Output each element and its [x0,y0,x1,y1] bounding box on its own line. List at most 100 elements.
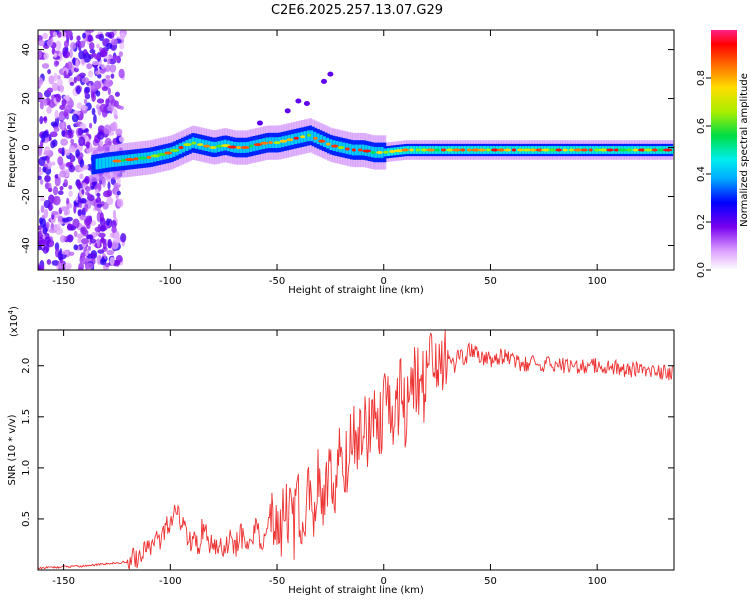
spectrogram-x-label: Height of straight line (km) [288,285,424,296]
noise-blob [84,202,88,212]
noise-blob [64,104,73,113]
y-tick-label: -40 [21,237,32,253]
ridge-core [316,133,320,145]
noise-blob [84,215,93,226]
noise-blob [107,238,112,249]
noise-blob [63,40,69,48]
ridge-peak [357,148,363,152]
noise-blob [106,196,114,206]
noise-blob [109,64,117,73]
noise-blob [61,147,65,157]
noise-blob [56,78,63,87]
ridge-peak [313,136,318,140]
ridge-peak [511,148,517,152]
noise-blob [81,59,85,65]
noise-blob [50,140,56,149]
snr-marks [38,330,674,570]
noise-blob [95,34,103,39]
noise-blob [96,212,101,222]
ridge-peak [662,148,673,152]
ridge-peak [394,149,404,153]
noise-blob [39,101,44,110]
noise-blob [63,70,67,79]
noise-blob [44,174,51,183]
ridge-core [182,141,186,153]
noise-blob [52,31,58,37]
noise-blob [38,149,43,157]
ridge-peak [401,148,409,152]
ridge-peak [632,148,639,152]
ridge-peak [293,136,299,140]
ridge-peak [209,146,217,150]
noise-blob [112,209,117,219]
colorbar [711,30,737,270]
spectrogram-x-ticks: -150 -100 -50 0 50 100 [52,30,607,287]
noise-blob [38,91,43,100]
noise-blob [106,42,113,50]
noise-blob [75,58,79,69]
ridge-peak [268,141,273,145]
noise-blob [115,128,123,136]
noise-blob [104,79,113,88]
ridge-core [354,144,358,156]
noise-blob [106,249,115,256]
noise-blob [77,127,84,136]
noise-blob [87,34,93,42]
ridge-peak [541,148,551,152]
noise-blob [38,76,44,87]
noise-blob [114,91,120,97]
ridge-peak [637,148,647,152]
noise-blob [66,61,73,70]
noise-blob [61,217,70,223]
noise-blob [38,266,42,270]
ridge-peak [516,148,524,152]
noise-blob [57,156,64,166]
noise-blob [107,58,111,65]
noise-blob [78,50,85,60]
noise-blob [85,250,89,257]
x-tick-label: 100 [588,276,607,287]
ridge-peak [562,148,568,152]
ridge-peak [535,148,544,152]
noise-blob [107,181,111,190]
ridge-peak [125,158,135,162]
ridge-core [361,144,365,156]
noise-blob [119,32,126,40]
noise-blob [76,102,83,109]
ridge-peak [383,150,389,154]
x-tick-label: -100 [159,576,182,587]
spectrogram-panel: -150 -100 -50 0 50 100 -40 -20 0 20 40 Height of … [7,29,750,296]
ridge-peak [120,158,127,162]
snr-panel: -150 -100 -50 0 50 100 0.5 1.0 1.5 2.0 Height of… [7,306,675,596]
ridge-peak [337,146,345,150]
noise-blob [64,149,71,156]
ridge-peak [593,148,601,152]
noise-blob [101,109,108,118]
noise-blob [51,161,56,166]
ridge-peak [460,148,466,152]
noise-blob [46,87,54,93]
snr-y-label: SNR (10 * v/v) [7,414,18,485]
colorbar-tick-label: 0.4 [696,166,707,182]
snr-x-label: Height of straight line (km) [288,585,424,596]
ridge-peak [445,148,454,152]
noise-blob [42,226,48,235]
noise-blob [42,246,49,254]
noise-blob [61,98,67,107]
colorbar-tick-label: 0.0 [696,262,707,278]
noise-blob [116,198,124,208]
spot [320,78,327,84]
noise-blob [87,70,94,78]
noise-blob [38,175,42,181]
noise-blob [64,262,72,270]
ridge-peak [389,149,396,153]
noise-blob [63,178,68,187]
ridge-peak [203,144,211,148]
ridge-peak [300,135,306,139]
noise-blob [69,81,75,86]
noise-blob [111,121,118,132]
noise-blob [72,218,80,229]
ridge-peak [573,148,583,152]
noise-blob [116,176,121,186]
